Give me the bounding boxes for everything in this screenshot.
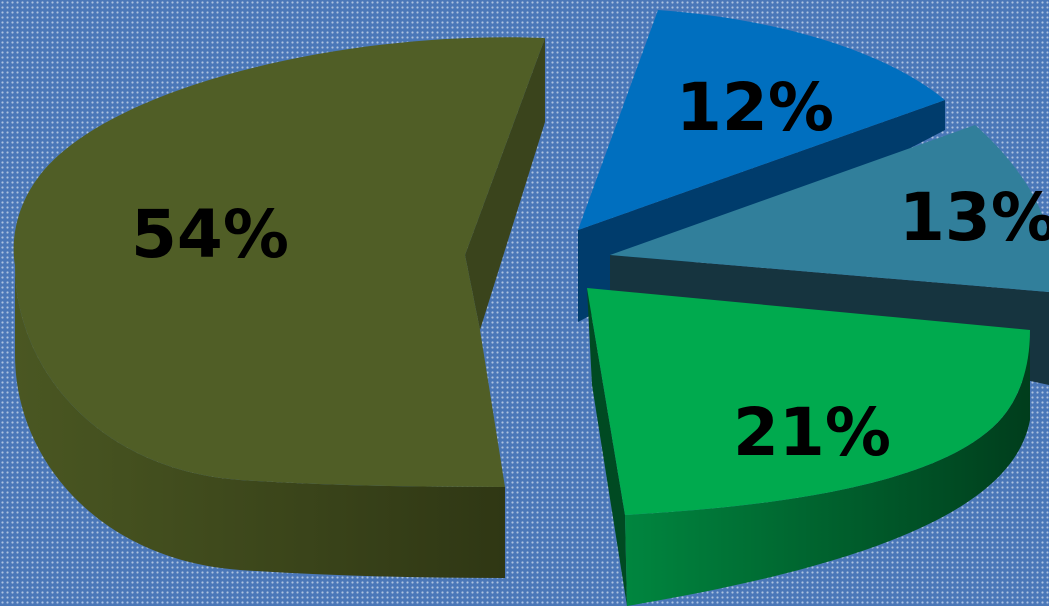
slice-3-cut-wall [587, 288, 627, 606]
slice-2-label: 13% [899, 179, 1049, 256]
slice-0-label: 54% [131, 196, 289, 273]
pie-slice-3: 21% [587, 288, 1030, 606]
slice-3-top [587, 288, 1030, 515]
slice-3-rim [625, 330, 1030, 606]
slice-0-inner-wall [465, 38, 545, 330]
slice-1-top [578, 10, 945, 230]
slice-2-top [610, 125, 1049, 292]
slice-0-top [13, 37, 546, 487]
slice-3-label: 21% [733, 394, 891, 471]
slice-0-rim [15, 265, 505, 578]
pie-slice-0: 54% [13, 37, 546, 578]
slice-1-label: 12% [676, 69, 834, 146]
